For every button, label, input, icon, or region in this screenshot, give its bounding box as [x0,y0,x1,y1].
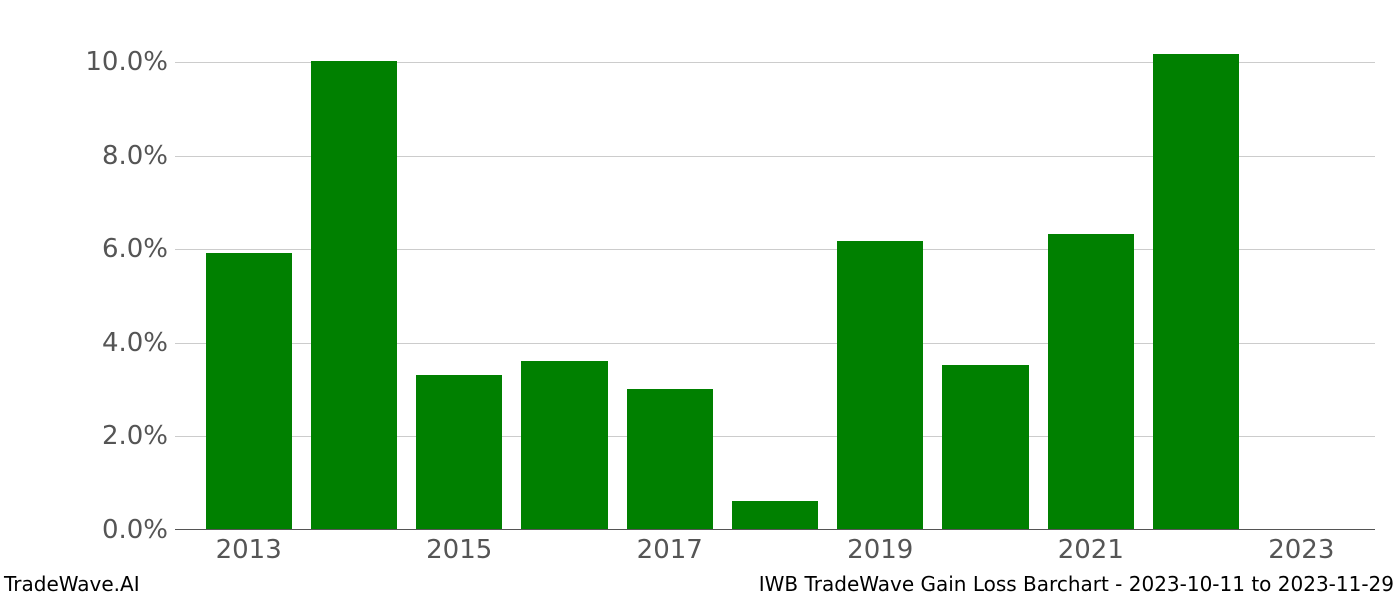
bar [521,361,607,529]
y-tick-label: 4.0% [102,328,168,358]
x-tick-label: 2017 [637,535,703,565]
y-tick-label: 0.0% [102,515,168,545]
x-tick-label: 2019 [847,535,913,565]
bar [1048,234,1134,529]
x-tick-label: 2015 [426,535,492,565]
chart-container: 0.0% 2.0% 4.0% 6.0% 8.0% 10.0% 2013 2015 2017 20… [0,0,1400,600]
bar [311,61,397,529]
bar [627,389,713,529]
bar [942,365,1028,529]
bar [1153,54,1239,529]
y-tick-label: 2.0% [102,421,168,451]
footer-right-text: IWB TradeWave Gain Loss Barchart - 2023-… [759,572,1394,596]
plot-area [175,20,1375,530]
y-tick-label: 10.0% [85,47,168,77]
x-tick-label: 2023 [1268,535,1334,565]
footer-left-text: TradeWave.AI [4,572,140,596]
bar [206,253,292,529]
x-tick-label: 2021 [1058,535,1124,565]
x-tick-label: 2013 [216,535,282,565]
bar [416,375,502,529]
bar [837,241,923,529]
y-tick-label: 8.0% [102,141,168,171]
y-tick-label: 6.0% [102,234,168,264]
bar [732,501,818,529]
